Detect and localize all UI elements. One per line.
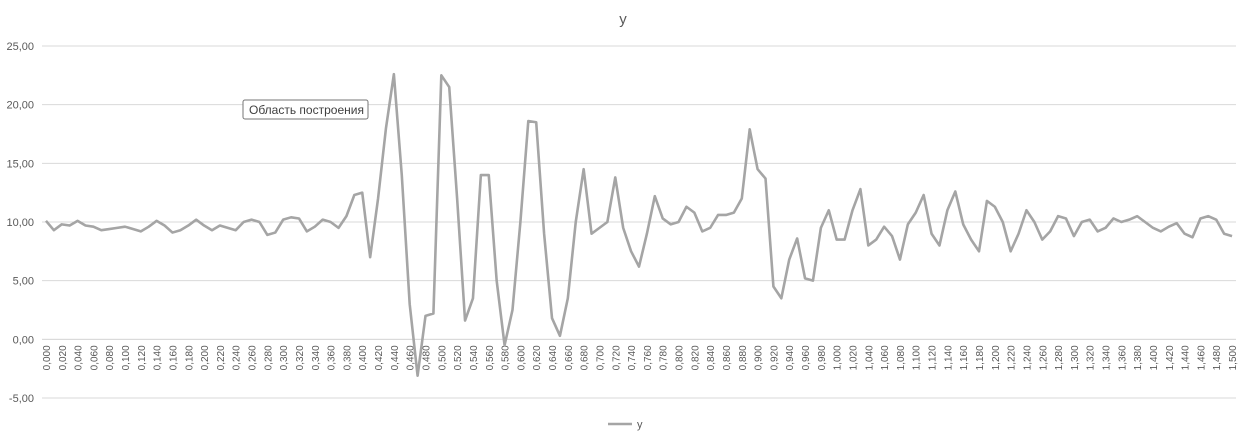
x-tick-label: 0,220 bbox=[216, 345, 227, 370]
chart-title: y bbox=[619, 11, 627, 28]
x-tick-label: 0,900 bbox=[754, 345, 765, 370]
x-tick-label: 0,980 bbox=[817, 345, 828, 370]
x-tick-label: 0,580 bbox=[501, 345, 512, 370]
x-tick-label: 0,060 bbox=[89, 345, 100, 370]
y-tick-label: 15,00 bbox=[6, 158, 34, 170]
x-tick-label: 0,680 bbox=[580, 345, 591, 370]
x-tick-label: 0,020 bbox=[58, 345, 69, 370]
x-tick-label: 0,480 bbox=[422, 345, 433, 370]
x-tick-label: 1,280 bbox=[1054, 345, 1065, 370]
x-tick-label: 1,320 bbox=[1086, 345, 1097, 370]
x-tick-label: 0,380 bbox=[342, 345, 353, 370]
y-tick-label: -5,00 bbox=[9, 393, 34, 405]
x-tick-label: 0,040 bbox=[74, 345, 85, 370]
x-tick-label: 1,500 bbox=[1228, 345, 1239, 370]
x-tick-label: 0,120 bbox=[137, 345, 148, 370]
x-tick-label: 0,780 bbox=[659, 345, 670, 370]
x-tick-label: 0,760 bbox=[643, 345, 654, 370]
x-tick-label: 0,880 bbox=[738, 345, 749, 370]
x-tick-label: 1,440 bbox=[1181, 345, 1192, 370]
x-tick-label: 1,160 bbox=[959, 345, 970, 370]
series-line bbox=[44, 72, 1233, 378]
x-tick-label: 1,360 bbox=[1117, 345, 1128, 370]
x-tick-label: 0,400 bbox=[358, 345, 369, 370]
x-tick-label: 0,200 bbox=[200, 345, 211, 370]
x-tick-label: 0,920 bbox=[769, 345, 780, 370]
x-tick-label: 0,700 bbox=[595, 345, 606, 370]
x-tick-label: 0,240 bbox=[232, 345, 243, 370]
y-tick-label: 10,00 bbox=[6, 217, 34, 229]
x-tick-label: 0,460 bbox=[406, 345, 417, 370]
x-tick-label: 0,520 bbox=[453, 345, 464, 370]
x-tick-label: 0,720 bbox=[611, 345, 622, 370]
x-tick-label: 1,240 bbox=[1022, 345, 1033, 370]
y-tick-label: 20,00 bbox=[6, 100, 34, 112]
y-tick-label: 25,00 bbox=[6, 41, 34, 53]
x-tick-label: 0,000 bbox=[42, 345, 53, 370]
x-tick-label: 0,860 bbox=[722, 345, 733, 370]
x-tick-label: 1,020 bbox=[848, 345, 859, 370]
x-tick-label: 0,800 bbox=[675, 345, 686, 370]
x-tick-label: 0,960 bbox=[801, 345, 812, 370]
x-tick-label: 1,060 bbox=[880, 345, 891, 370]
x-tick-label: 1,120 bbox=[928, 345, 939, 370]
x-tick-label: 1,180 bbox=[975, 345, 986, 370]
x-tick-label: 1,200 bbox=[991, 345, 1002, 370]
x-tick-label: 1,340 bbox=[1102, 345, 1113, 370]
x-tick-label: 0,640 bbox=[548, 345, 559, 370]
x-tick-label: 0,940 bbox=[785, 345, 796, 370]
x-tick-label: 1,380 bbox=[1133, 345, 1144, 370]
x-tick-label: 0,320 bbox=[295, 345, 306, 370]
x-tick-label: 0,820 bbox=[690, 345, 701, 370]
x-tick-label: 0,080 bbox=[105, 345, 116, 370]
x-tick-label: 0,100 bbox=[121, 345, 132, 370]
x-tick-label: 0,440 bbox=[390, 345, 401, 370]
x-tick-label: 0,280 bbox=[263, 345, 274, 370]
x-tick-label: 1,040 bbox=[864, 345, 875, 370]
tooltip-box bbox=[242, 99, 369, 120]
x-tick-label: 0,340 bbox=[311, 345, 322, 370]
tooltip-text: Область построения bbox=[249, 103, 364, 117]
x-tick-label: 1,140 bbox=[943, 345, 954, 370]
x-tick-label: 0,360 bbox=[327, 345, 338, 370]
x-tick-label: 0,140 bbox=[153, 345, 164, 370]
y-tick-label: 0,00 bbox=[13, 334, 34, 346]
x-tick-label: 1,300 bbox=[1070, 345, 1081, 370]
x-tick-label: 1,480 bbox=[1212, 345, 1223, 370]
x-tick-label: 0,660 bbox=[564, 345, 575, 370]
x-tick-label: 1,400 bbox=[1149, 345, 1160, 370]
y-tick-label: 5,00 bbox=[13, 276, 34, 288]
x-tick-label: 0,500 bbox=[437, 345, 448, 370]
x-tick-label: 0,840 bbox=[706, 345, 717, 370]
x-tick-label: 1,420 bbox=[1165, 345, 1176, 370]
x-tick-label: 1,220 bbox=[1007, 345, 1018, 370]
x-tick-label: 0,260 bbox=[248, 345, 259, 370]
x-tick-label: 0,540 bbox=[469, 345, 480, 370]
x-tick-label: 1,260 bbox=[1038, 345, 1049, 370]
x-tick-label: 1,460 bbox=[1196, 345, 1207, 370]
x-tick-label: 0,160 bbox=[168, 345, 179, 370]
x-tick-label: 0,180 bbox=[184, 345, 195, 370]
legend-label: y bbox=[637, 419, 643, 431]
x-tick-label: 1,100 bbox=[912, 345, 923, 370]
x-tick-label: 0,600 bbox=[516, 345, 527, 370]
x-tick-label: 0,740 bbox=[627, 345, 638, 370]
x-tick-label: 0,560 bbox=[485, 345, 496, 370]
x-tick-label: 0,620 bbox=[532, 345, 543, 370]
x-tick-label: 1,080 bbox=[896, 345, 907, 370]
x-tick-label: 0,300 bbox=[279, 345, 290, 370]
x-tick-label: 0,420 bbox=[374, 345, 385, 370]
x-tick-label: 1,000 bbox=[833, 345, 844, 370]
